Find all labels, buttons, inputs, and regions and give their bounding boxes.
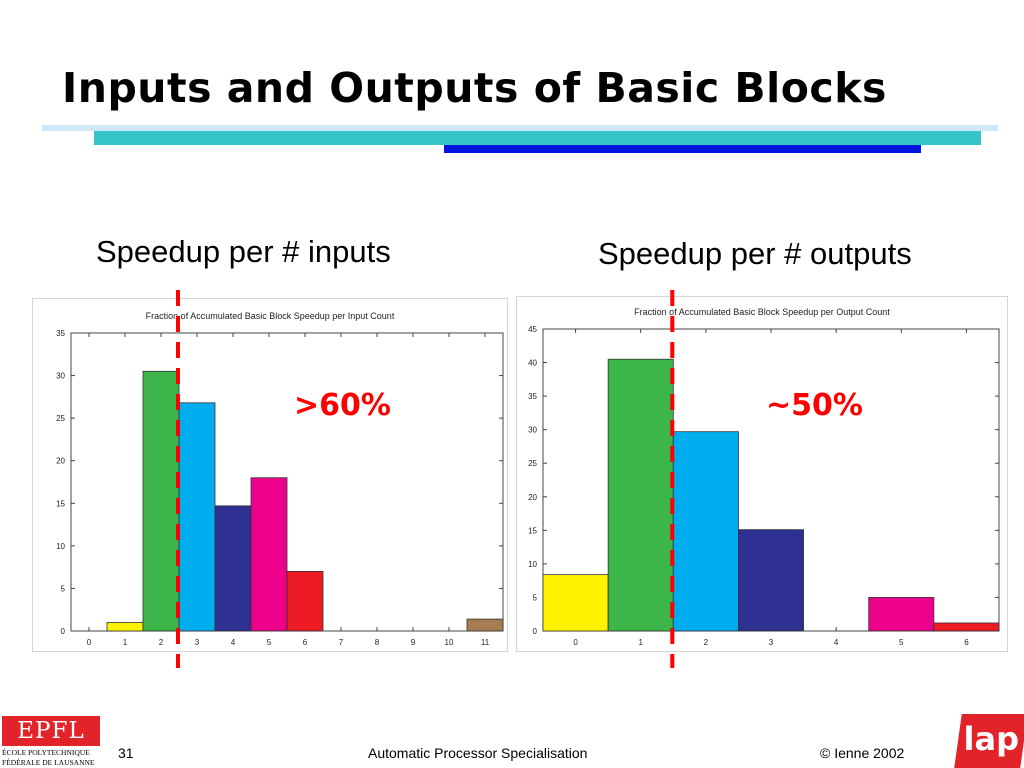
epfl-logo: EPFL ÉCOLE POLYTECHNIQUE FÉDÉRALE DE LAU… <box>2 716 100 768</box>
y-tick-label: 30 <box>528 426 537 435</box>
inputs-chart-svg: Fraction of Accumulated Basic Block Spee… <box>56 311 504 647</box>
x-tick-label: 2 <box>704 638 709 647</box>
x-tick-label: 2 <box>159 638 164 647</box>
page-number: 31 <box>118 745 134 761</box>
x-tick-label: 1 <box>123 638 128 647</box>
x-tick-label: 0 <box>573 638 578 647</box>
bar-3 <box>178 402 216 632</box>
x-tick-label: 5 <box>267 638 272 647</box>
bar-11 <box>466 618 504 632</box>
bar-6 <box>933 622 1000 632</box>
y-tick-label: 0 <box>533 627 538 636</box>
x-tick-label: 0 <box>87 638 92 647</box>
x-tick-label: 7 <box>339 638 344 647</box>
bar-1 <box>106 622 144 632</box>
y-tick-label: 20 <box>528 493 537 502</box>
y-tick-label: 45 <box>528 325 537 334</box>
inputs-chart: Fraction of Accumulated Basic Block Spee… <box>32 298 508 652</box>
bar-5 <box>250 477 288 632</box>
y-tick-label: 40 <box>528 359 537 368</box>
y-tick-label: 5 <box>533 593 538 602</box>
y-tick-label: 20 <box>56 457 65 466</box>
lap-logo: lap <box>954 714 1024 768</box>
y-tick-label: 10 <box>528 560 537 569</box>
epfl-logo-line1: ÉCOLE POLYTECHNIQUE <box>2 748 90 757</box>
bar-6 <box>286 570 324 632</box>
chart-title: Fraction of Accumulated Basic Block Spee… <box>634 307 890 317</box>
lap-logo-mark: lap <box>963 720 1020 758</box>
y-tick-label: 15 <box>528 526 537 535</box>
bar-0 <box>542 574 609 632</box>
y-tick-label: 25 <box>528 459 537 468</box>
outputs-callout: ~50% <box>766 388 863 423</box>
left-chart-heading: Speedup per # inputs <box>96 234 391 269</box>
epfl-logo-mark: EPFL <box>2 716 100 746</box>
slide-title: Inputs and Outputs of Basic Blocks <box>62 64 887 112</box>
title-underline-teal <box>94 131 981 145</box>
x-tick-label: 1 <box>638 638 643 647</box>
y-tick-label: 15 <box>56 499 65 508</box>
footer-copyright: © Ienne 2002 <box>820 745 905 761</box>
outputs-chart: Fraction of Accumulated Basic Block Spee… <box>516 296 1008 652</box>
right-chart-heading: Speedup per # outputs <box>598 236 912 271</box>
x-tick-label: 5 <box>899 638 904 647</box>
chart-title: Fraction of Accumulated Basic Block Spee… <box>146 311 395 321</box>
y-tick-label: 35 <box>56 329 65 338</box>
x-tick-label: 4 <box>231 638 236 647</box>
bar-5 <box>868 597 935 632</box>
title-underline-light <box>42 125 998 131</box>
x-tick-label: 3 <box>769 638 774 647</box>
x-tick-label: 4 <box>834 638 839 647</box>
y-tick-label: 0 <box>61 627 66 636</box>
x-tick-label: 6 <box>303 638 308 647</box>
y-tick-label: 10 <box>56 542 65 551</box>
footer-title: Automatic Processor Specialisation <box>368 745 588 761</box>
bar-4 <box>214 505 252 632</box>
y-tick-label: 30 <box>56 372 65 381</box>
bar-2 <box>672 431 739 632</box>
bar-2 <box>142 370 180 632</box>
title-underline-blue <box>444 145 921 153</box>
x-tick-label: 3 <box>195 638 200 647</box>
x-tick-label: 8 <box>375 638 380 647</box>
x-tick-label: 11 <box>481 638 490 647</box>
outputs-chart-svg: Fraction of Accumulated Basic Block Spee… <box>528 307 1000 647</box>
bar-3 <box>738 529 804 632</box>
epfl-logo-line2: FÉDÉRALE DE LAUSANNE <box>2 758 95 767</box>
inputs-callout: >60% <box>294 388 391 423</box>
x-tick-label: 6 <box>964 638 969 647</box>
bar-1 <box>607 358 674 632</box>
y-tick-label: 35 <box>528 392 537 401</box>
y-tick-label: 25 <box>56 414 65 423</box>
y-tick-label: 5 <box>61 584 66 593</box>
x-tick-label: 10 <box>445 638 454 647</box>
x-tick-label: 9 <box>411 638 416 647</box>
